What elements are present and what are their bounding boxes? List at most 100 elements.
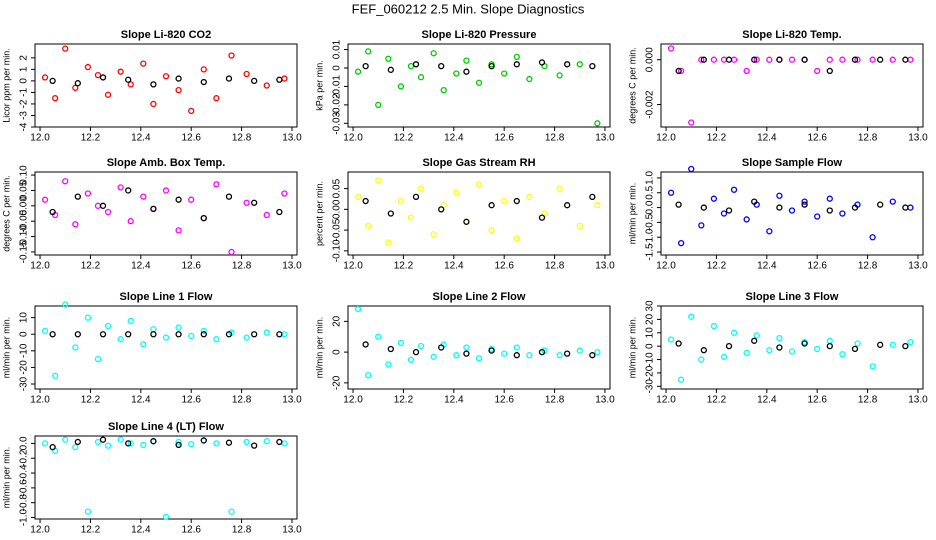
data-point	[564, 350, 571, 357]
data-point	[41, 74, 49, 81]
x-tick-label: 13.0	[908, 133, 928, 144]
data-point	[407, 214, 415, 221]
data-point	[826, 343, 833, 350]
y-tick-label: -4	[19, 122, 30, 131]
data-point	[430, 353, 437, 360]
data-point	[281, 190, 288, 197]
y-tick-label: 10	[645, 327, 656, 339]
data-point	[74, 438, 81, 446]
x-tick-label: 12.6	[807, 261, 827, 272]
data-point	[276, 208, 283, 216]
data-point	[667, 336, 675, 343]
y-tick-label: -30	[19, 376, 30, 391]
data-point	[162, 513, 170, 520]
data-point	[576, 61, 583, 68]
y-tick-label: 0.0	[19, 436, 30, 450]
data-point	[84, 63, 92, 71]
data-point	[140, 193, 147, 200]
data-point	[698, 56, 705, 63]
data-point	[438, 206, 445, 213]
data-point	[678, 376, 685, 383]
data-point	[49, 208, 56, 216]
data-point	[675, 201, 682, 208]
data-point	[150, 81, 157, 88]
y-tick-label: 0	[645, 343, 656, 349]
data-point	[84, 314, 92, 321]
x-tick-label: 12.4	[444, 395, 464, 406]
data-point	[200, 331, 207, 338]
data-point	[513, 235, 520, 242]
plot-box	[660, 171, 924, 256]
data-point	[720, 210, 728, 217]
y-tick-label: 2	[19, 55, 30, 61]
data-point	[564, 202, 571, 209]
x-tick-label: 13.0	[908, 395, 928, 406]
x-tick-label: 12.6	[494, 133, 514, 144]
panel-title: Slope Sample Flow	[742, 157, 843, 169]
panel-title: Slope Li-820 Pressure	[422, 29, 537, 41]
panel-title: Slope Amb. Box Temp.	[107, 157, 226, 169]
data-point	[753, 56, 760, 63]
data-point	[700, 347, 707, 354]
y-axis-label: ml/min per min.	[1, 317, 11, 379]
data-point	[228, 508, 235, 515]
x-tick-label: 12.6	[807, 395, 827, 406]
data-point	[49, 331, 56, 338]
data-point	[362, 62, 369, 70]
data-point	[417, 342, 425, 350]
x-tick-label: 12.8	[858, 133, 878, 144]
x-tick-label: 12.8	[545, 261, 565, 272]
panel-title: Slope Line 2 Flow	[433, 291, 526, 303]
data-point	[213, 336, 220, 343]
data-point	[826, 56, 833, 63]
data-point	[826, 67, 833, 75]
data-point	[753, 332, 760, 339]
data-point	[72, 84, 79, 91]
data-point	[556, 72, 563, 79]
y-tick-label: -2	[19, 99, 30, 108]
data-point	[513, 197, 520, 205]
x-tick-label: 13.0	[595, 261, 615, 272]
data-point	[675, 340, 682, 347]
y-tick-label: -0.02	[332, 93, 343, 116]
data-point	[99, 331, 107, 338]
data-point	[710, 322, 718, 330]
data-point	[365, 48, 372, 55]
data-point	[412, 61, 420, 68]
y-tick-label: -0.6	[19, 479, 30, 497]
data-point	[725, 207, 733, 214]
y-tick-label: 0.0	[645, 200, 656, 214]
data-point	[200, 78, 207, 86]
x-tick-label: 13.0	[282, 261, 302, 272]
plot-box	[34, 435, 298, 520]
y-tick-label: -0.10	[19, 225, 30, 248]
data-point	[213, 181, 220, 188]
data-point	[526, 193, 533, 201]
data-point	[788, 348, 796, 355]
data-point	[688, 119, 695, 126]
data-point	[417, 185, 425, 192]
y-tick-label: 0.000	[645, 47, 656, 72]
x-tick-label: 12.4	[131, 261, 151, 272]
data-point	[362, 197, 369, 205]
data-point	[488, 347, 495, 354]
y-tick-label: 0.01	[332, 39, 343, 59]
plot-box	[347, 305, 611, 390]
data-point	[125, 440, 132, 447]
x-tick-label: 12.4	[444, 261, 464, 272]
data-point	[667, 189, 675, 196]
y-tick-label: -0.03	[332, 111, 343, 134]
data-point	[488, 62, 495, 70]
data-point	[902, 204, 909, 211]
data-point	[513, 61, 520, 68]
data-point	[889, 341, 896, 348]
y-tick-label: -0.5	[645, 213, 656, 231]
y-tick-label: -0.05	[332, 218, 343, 241]
data-point	[251, 199, 258, 206]
panel-title: Slope Line 1 Flow	[120, 291, 213, 303]
data-point	[889, 198, 896, 205]
data-point	[150, 100, 157, 108]
data-point	[125, 76, 132, 83]
data-point	[225, 439, 233, 446]
